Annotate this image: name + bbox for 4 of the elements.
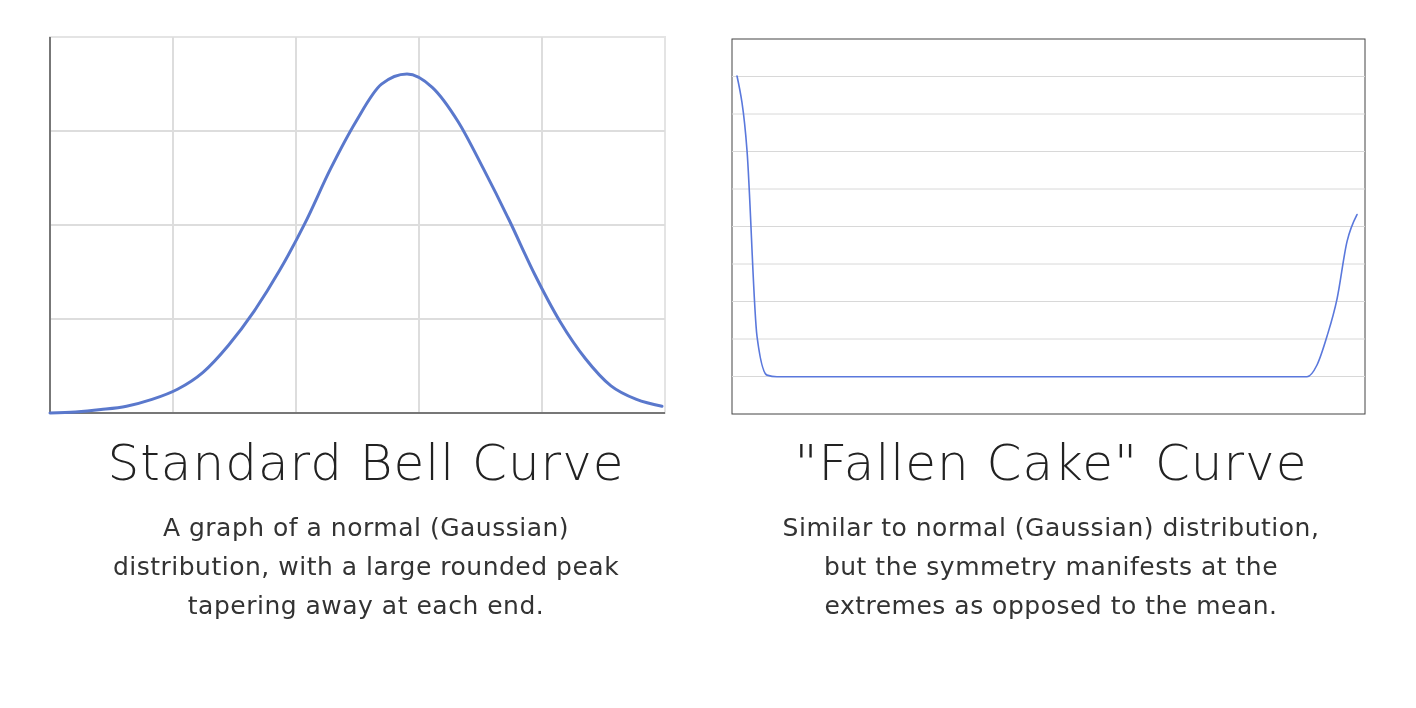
text: Similar to normal (Gaussian) distribution, but the symmetry manifests at the extremes as opposed to the mean.	[782, 513, 1320, 620]
text: A graph of a normal (Gaussian) distribution, with a large rounded peak tapering away at each end.	[112, 513, 620, 620]
text: Standard Bell Curve	[107, 434, 625, 492]
text: "Fallen Cake" Curve	[794, 434, 1308, 492]
